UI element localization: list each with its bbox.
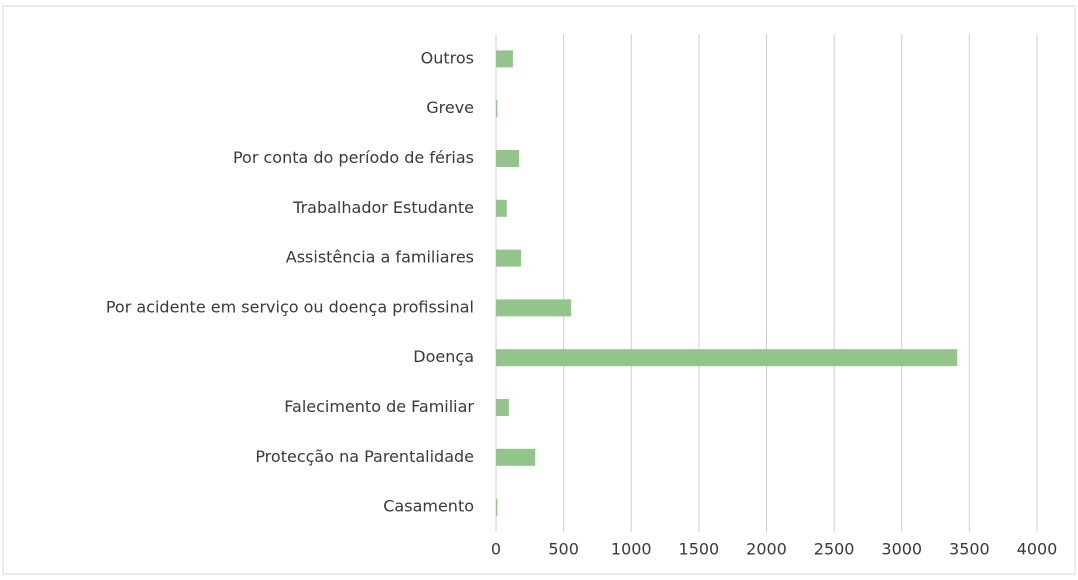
y-tick-label: Assistência a familiares: [286, 248, 474, 267]
bar: [496, 349, 958, 367]
bar: [496, 50, 513, 68]
y-tick-label: Outros: [421, 48, 474, 67]
bar: [496, 399, 509, 416]
x-tick-label: 3500: [949, 540, 990, 559]
y-tick-label: Por conta do período de férias: [233, 148, 474, 167]
y-tick-label: Casamento: [383, 497, 474, 516]
bar: [496, 299, 572, 317]
x-tick-label: 2000: [746, 540, 787, 559]
y-tick-label: Doença: [413, 347, 474, 366]
y-tick-label: Por acidente em serviço ou doença profis…: [106, 297, 474, 316]
y-tick-label: Greve: [426, 98, 474, 117]
x-tick-label: 3000: [881, 540, 922, 559]
bar: [496, 498, 498, 516]
bar: [496, 100, 498, 118]
bar: [496, 249, 522, 267]
y-tick-label: Falecimento de Familiar: [284, 397, 474, 416]
x-tick-label: 1500: [679, 540, 720, 559]
x-tick-label: 2500: [814, 540, 855, 559]
bar: [496, 150, 519, 167]
bar: [496, 199, 507, 217]
x-tick-label: 1000: [611, 540, 652, 559]
x-tick-label: 0: [491, 540, 501, 559]
chart-frame: [2, 5, 1076, 575]
bar: [496, 448, 536, 466]
y-tick-label: Trabalhador Estudante: [292, 198, 474, 217]
x-tick-label: 500: [548, 540, 579, 559]
x-tick-label: 4000: [1017, 540, 1058, 559]
y-tick-label: Protecção na Parentalidade: [255, 447, 474, 466]
